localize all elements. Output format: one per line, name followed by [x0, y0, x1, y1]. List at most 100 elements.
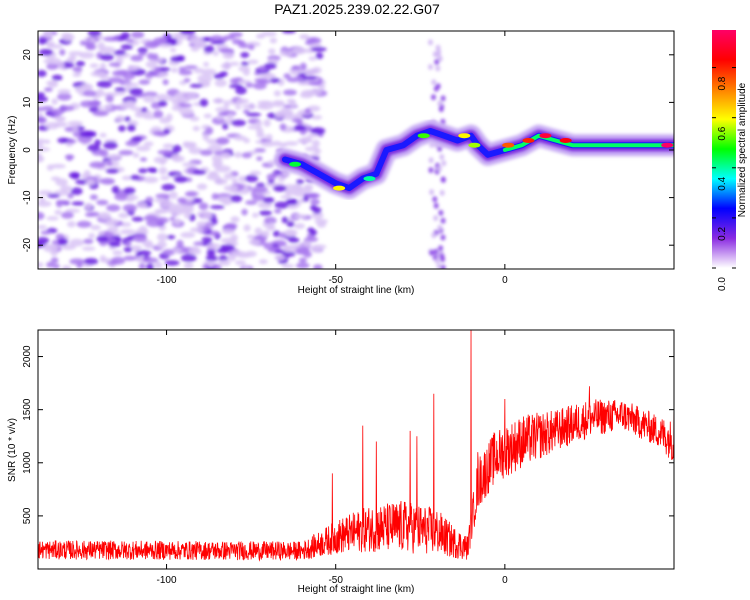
noise-blob [196, 183, 208, 190]
noise-blob [284, 188, 291, 196]
noise-blob [68, 51, 84, 56]
noise-blob [258, 259, 268, 265]
hot-spot [458, 133, 471, 139]
noise-blob [53, 121, 68, 128]
noise-blob [193, 67, 205, 74]
noise-blob [146, 263, 154, 269]
noise-blob [46, 261, 55, 268]
noise-blob [255, 120, 263, 127]
noise-blob [254, 227, 263, 235]
noise-blob [433, 215, 439, 222]
noise-blob [206, 173, 221, 181]
spectrogram-x-label: Height of straight line (km) [298, 285, 415, 296]
noise-blob [261, 31, 277, 37]
noise-blob [89, 161, 106, 169]
noise-blob [154, 198, 169, 203]
noise-blob [128, 87, 144, 96]
noise-blob [248, 239, 261, 245]
hot-spot [363, 176, 376, 182]
noise-blob [431, 94, 436, 101]
noise-blob [273, 185, 287, 192]
snr-marks [38, 330, 674, 562]
noise-blob [83, 170, 91, 177]
noise-blob [437, 100, 443, 107]
hot-spot [333, 185, 346, 191]
noise-blob [79, 130, 95, 138]
noise-blob [222, 123, 229, 130]
noise-blob [38, 262, 44, 268]
noise-blob [96, 235, 108, 243]
noise-blob [40, 230, 52, 235]
noise-blob [172, 99, 180, 106]
noise-blob [310, 46, 327, 52]
noise-blob [55, 178, 68, 187]
noise-blob [66, 154, 73, 161]
noise-blob [218, 260, 231, 266]
noise-blob [103, 36, 119, 42]
noise-blob [55, 200, 70, 205]
noise-blob [131, 136, 143, 142]
noise-blob [211, 193, 219, 200]
noise-blob [432, 196, 438, 203]
noise-blob [235, 260, 246, 266]
noise-blob [75, 86, 83, 93]
noise-blob [315, 52, 324, 60]
noise-blob [96, 80, 113, 88]
noise-blob [436, 263, 442, 269]
noise-blob [61, 211, 74, 219]
noise-blob [158, 166, 168, 175]
noise-blob [307, 227, 315, 233]
hot-spot [502, 142, 515, 148]
noise-blob [130, 174, 140, 181]
noise-blob [183, 78, 191, 83]
noise-blob [38, 70, 47, 77]
x-tick-label: 0 [502, 275, 508, 286]
noise-blob [38, 143, 44, 148]
noise-blob [169, 216, 176, 221]
noise-blob [38, 96, 49, 103]
noise-blob [147, 52, 155, 60]
noise-blob [291, 65, 301, 70]
noise-blob [188, 248, 202, 255]
noise-blob [52, 263, 60, 269]
noise-blob [156, 208, 166, 214]
noise-blob [440, 176, 446, 183]
noise-blob [197, 74, 213, 83]
noise-blob [302, 75, 318, 80]
noise-blob [199, 98, 209, 107]
noise-blob [84, 202, 93, 210]
noise-blob [440, 256, 446, 263]
noise-blob [155, 93, 169, 102]
noise-blob [223, 185, 239, 192]
noise-blob [428, 157, 434, 164]
noise-blob [437, 224, 443, 231]
noise-blob [132, 152, 140, 158]
noise-blob [99, 132, 107, 138]
noise-blob [136, 202, 148, 209]
noise-blob [247, 59, 259, 65]
noise-blob [185, 141, 197, 148]
noise-blob [292, 47, 307, 55]
noise-blob [65, 208, 81, 213]
noise-blob [242, 68, 251, 76]
noise-blob [87, 31, 102, 37]
noise-blob [192, 169, 206, 175]
noise-blob [120, 31, 130, 40]
noise-blob [143, 91, 158, 97]
noise-blob [158, 100, 168, 107]
noise-blob [99, 254, 107, 263]
noise-blob [261, 230, 270, 237]
noise-blob [51, 98, 58, 105]
noise-blob [431, 79, 437, 86]
noise-blob [235, 105, 242, 110]
noise-blob [120, 44, 133, 50]
noise-blob [242, 266, 250, 269]
noise-blob [46, 63, 59, 70]
noise-blob [190, 46, 200, 52]
noise-blob [118, 212, 129, 219]
noise-blob [201, 82, 211, 87]
noise-blob [307, 105, 321, 112]
noise-blob [317, 85, 326, 90]
noise-blob [242, 104, 256, 109]
noise-blob [61, 265, 72, 269]
